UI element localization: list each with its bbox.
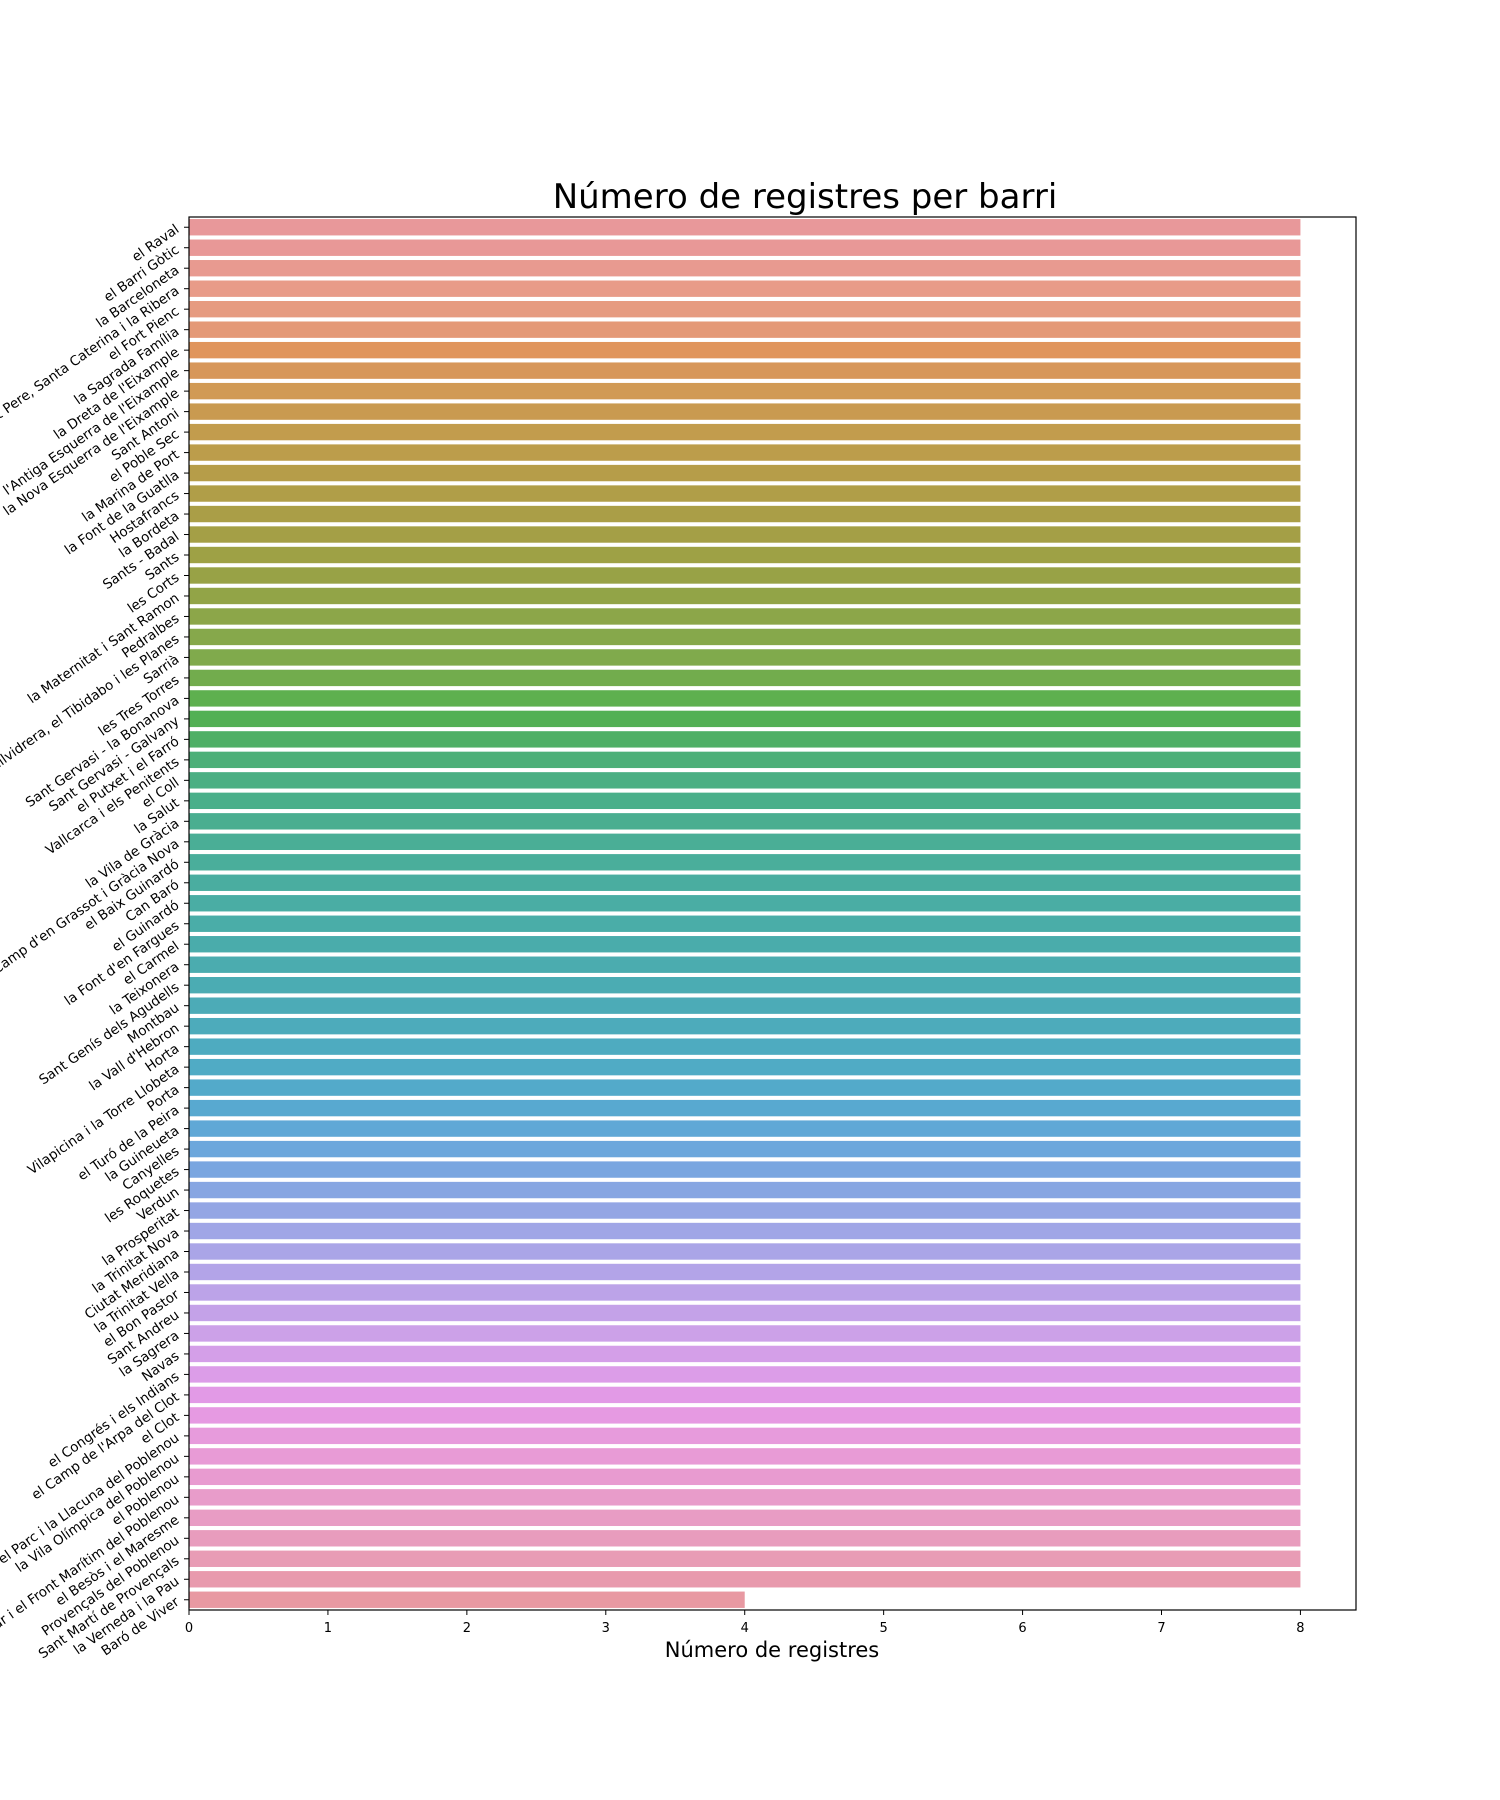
bar-27 [189, 772, 1301, 789]
x-tick-label-2: 2 [463, 1621, 471, 1636]
bar-51 [189, 1263, 1301, 1281]
bar-25 [189, 731, 1301, 748]
bar-7 [189, 362, 1301, 379]
bar-50 [189, 1243, 1301, 1260]
bar-26 [189, 751, 1301, 769]
bar-49 [189, 1222, 1301, 1240]
bar-5 [189, 321, 1301, 338]
bar-61 [189, 1468, 1301, 1486]
bar-40 [189, 1038, 1301, 1055]
chart-title: Número de registres per barri [553, 177, 1058, 217]
bar-48 [189, 1202, 1301, 1219]
bar-13 [189, 485, 1301, 502]
bar-47 [189, 1181, 1301, 1199]
bar-31 [189, 854, 1301, 871]
bar-54 [189, 1325, 1301, 1342]
bar-62 [189, 1489, 1301, 1506]
bar-17 [189, 567, 1301, 584]
bar-55 [189, 1345, 1301, 1363]
x-tick-label-7: 7 [1157, 1621, 1165, 1636]
bar-39 [189, 1017, 1301, 1035]
x-axis-ticks: 0 1 2 3 4 5 6 7 8 [185, 1610, 1305, 1636]
bar-3 [189, 280, 1301, 297]
bar-15 [189, 526, 1301, 543]
bar-34 [189, 915, 1301, 932]
bar-0 [189, 219, 1301, 236]
x-tick-label-4: 4 [741, 1621, 749, 1636]
bar-37 [189, 977, 1301, 994]
bar-6 [189, 341, 1301, 359]
bar-64 [189, 1530, 1301, 1547]
bar-43 [189, 1099, 1301, 1117]
bar-33 [189, 895, 1301, 912]
bar-36 [189, 956, 1301, 973]
x-tick-label-6: 6 [1018, 1621, 1026, 1636]
bar-44 [189, 1120, 1301, 1137]
bar-53 [189, 1304, 1301, 1322]
bar-59 [189, 1427, 1301, 1445]
bar-58 [189, 1407, 1301, 1424]
x-axis-label: Número de registres [665, 1638, 879, 1662]
bar-35 [189, 936, 1301, 953]
bar-46 [189, 1161, 1301, 1178]
bar-52 [189, 1284, 1301, 1301]
bar-32 [189, 874, 1301, 891]
bar-16 [189, 546, 1301, 564]
bar-19 [189, 608, 1301, 625]
bar-45 [189, 1140, 1301, 1158]
plot-frame [188, 216, 1357, 1611]
bar-20 [189, 628, 1301, 646]
x-tick-label-3: 3 [602, 1621, 610, 1636]
x-tick-label-8: 8 [1296, 1621, 1304, 1636]
x-tick-label-0: 0 [185, 1621, 193, 1636]
bar-4 [189, 300, 1301, 318]
bar-63 [189, 1509, 1301, 1527]
bars-group [189, 219, 1301, 1608]
bar-23 [189, 690, 1301, 707]
bar-11 [189, 444, 1301, 461]
bar-12 [189, 464, 1301, 482]
bar-22 [189, 669, 1301, 687]
bar-24 [189, 710, 1301, 728]
bar-56 [189, 1366, 1301, 1383]
bar-2 [189, 260, 1301, 277]
bar-57 [189, 1386, 1301, 1404]
bar-14 [189, 505, 1301, 523]
bar-28 [189, 792, 1301, 810]
bar-67 [189, 1591, 745, 1608]
bar-9 [189, 403, 1301, 420]
bar-18 [189, 587, 1301, 605]
bar-21 [189, 649, 1301, 666]
bar-10 [189, 423, 1301, 441]
bar-42 [189, 1079, 1301, 1096]
bar-38 [189, 997, 1301, 1014]
bar-60 [189, 1448, 1301, 1465]
bar-66 [189, 1571, 1301, 1588]
x-tick-label-1: 1 [324, 1621, 332, 1636]
bar-29 [189, 813, 1301, 830]
bar-8 [189, 382, 1301, 400]
bar-41 [189, 1058, 1301, 1076]
bar-65 [189, 1550, 1301, 1567]
bar-30 [189, 833, 1301, 850]
x-tick-label-5: 5 [880, 1621, 888, 1636]
bar-1 [189, 239, 1301, 256]
